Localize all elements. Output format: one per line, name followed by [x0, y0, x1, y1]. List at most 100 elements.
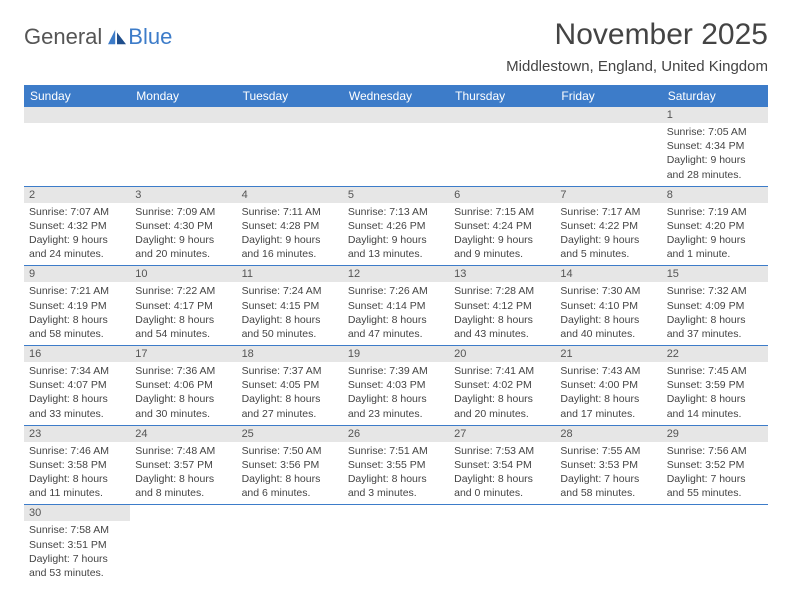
calendar-cell: . — [130, 107, 236, 186]
day-details: Sunrise: 7:39 AMSunset: 4:03 PMDaylight:… — [343, 362, 449, 425]
day-number-bar: 27 — [449, 426, 555, 442]
day-number-bar: 23 — [24, 426, 130, 442]
day-details: Sunrise: 7:26 AMSunset: 4:14 PMDaylight:… — [343, 282, 449, 345]
daylight-line: Daylight: 7 hours and 55 minutes. — [667, 472, 763, 500]
sunrise-line: Sunrise: 7:55 AM — [560, 444, 656, 458]
calendar-cell: 11Sunrise: 7:24 AMSunset: 4:15 PMDayligh… — [237, 266, 343, 346]
day-details: Sunrise: 7:17 AMSunset: 4:22 PMDaylight:… — [555, 203, 661, 266]
daylight-line: Daylight: 8 hours and 20 minutes. — [454, 392, 550, 420]
calendar-cell: 28Sunrise: 7:55 AMSunset: 3:53 PMDayligh… — [555, 425, 661, 505]
calendar-cell: . — [449, 107, 555, 186]
day-details: Sunrise: 7:28 AMSunset: 4:12 PMDaylight:… — [449, 282, 555, 345]
calendar-cell: 30Sunrise: 7:58 AMSunset: 3:51 PMDayligh… — [24, 505, 130, 584]
day-details: Sunrise: 7:55 AMSunset: 3:53 PMDaylight:… — [555, 442, 661, 505]
day-details: Sunrise: 7:53 AMSunset: 3:54 PMDaylight:… — [449, 442, 555, 505]
weekday-header: Thursday — [449, 85, 555, 107]
sunset-line: Sunset: 3:54 PM — [454, 458, 550, 472]
day-number-bar: 21 — [555, 346, 661, 362]
calendar-week-row: 9Sunrise: 7:21 AMSunset: 4:19 PMDaylight… — [24, 266, 768, 346]
sunset-line: Sunset: 4:19 PM — [29, 299, 125, 313]
day-details: Sunrise: 7:30 AMSunset: 4:10 PMDaylight:… — [555, 282, 661, 345]
logo: General Blue — [24, 24, 172, 50]
day-details: Sunrise: 7:24 AMSunset: 4:15 PMDaylight:… — [237, 282, 343, 345]
daylight-line: Daylight: 9 hours and 13 minutes. — [348, 233, 444, 261]
sunset-line: Sunset: 4:24 PM — [454, 219, 550, 233]
sunset-line: Sunset: 3:52 PM — [667, 458, 763, 472]
calendar-cell: 9Sunrise: 7:21 AMSunset: 4:19 PMDaylight… — [24, 266, 130, 346]
logo-text-general: General — [24, 24, 102, 50]
daylight-line: Daylight: 8 hours and 30 minutes. — [135, 392, 231, 420]
location: Middlestown, England, United Kingdom — [506, 58, 768, 75]
sunrise-line: Sunrise: 7:07 AM — [29, 205, 125, 219]
day-number-bar: 16 — [24, 346, 130, 362]
day-details: Sunrise: 7:22 AMSunset: 4:17 PMDaylight:… — [130, 282, 236, 345]
weekday-header: Saturday — [662, 85, 768, 107]
calendar-cell: . — [24, 107, 130, 186]
day-number-bar: 11 — [237, 266, 343, 282]
day-number-bar: 22 — [662, 346, 768, 362]
daylight-line: Daylight: 8 hours and 17 minutes. — [560, 392, 656, 420]
sail-icon — [106, 28, 128, 46]
day-details: Sunrise: 7:58 AMSunset: 3:51 PMDaylight:… — [24, 521, 130, 584]
calendar-week-row: 16Sunrise: 7:34 AMSunset: 4:07 PMDayligh… — [24, 346, 768, 426]
sunrise-line: Sunrise: 7:53 AM — [454, 444, 550, 458]
day-number-bar: 19 — [343, 346, 449, 362]
day-details: Sunrise: 7:48 AMSunset: 3:57 PMDaylight:… — [130, 442, 236, 505]
sunrise-line: Sunrise: 7:39 AM — [348, 364, 444, 378]
calendar-cell — [662, 505, 768, 584]
daylight-line: Daylight: 8 hours and 8 minutes. — [135, 472, 231, 500]
daylight-line: Daylight: 8 hours and 40 minutes. — [560, 313, 656, 341]
calendar-cell: 18Sunrise: 7:37 AMSunset: 4:05 PMDayligh… — [237, 346, 343, 426]
day-details: Sunrise: 7:43 AMSunset: 4:00 PMDaylight:… — [555, 362, 661, 425]
daylight-line: Daylight: 9 hours and 5 minutes. — [560, 233, 656, 261]
calendar-cell: 21Sunrise: 7:43 AMSunset: 4:00 PMDayligh… — [555, 346, 661, 426]
calendar-week-row: 2 Sunrise: 7:07 AMSunset: 4:32 PM Daylight… — [24, 186, 768, 266]
day-details: Sunrise: 7:56 AMSunset: 3:52 PMDaylight:… — [662, 442, 768, 505]
calendar-cell: 7Sunrise: 7:17 AMSunset: 4:22 PMDaylight… — [555, 186, 661, 266]
daylight-line: Daylight: 9 hours and 9 minutes. — [454, 233, 550, 261]
daylight-line: Daylight: 8 hours and 37 minutes. — [667, 313, 763, 341]
calendar-cell: 15Sunrise: 7:32 AMSunset: 4:09 PMDayligh… — [662, 266, 768, 346]
sunset-line: Sunset: 4:14 PM — [348, 299, 444, 313]
daylight-line: Daylight: 8 hours and 6 minutes. — [242, 472, 338, 500]
calendar-cell: 5Sunrise: 7:13 AMSunset: 4:26 PMDaylight… — [343, 186, 449, 266]
day-number-bar: 30 — [24, 505, 130, 521]
sunrise-line: Sunrise: 7:34 AM — [29, 364, 125, 378]
calendar-week-row: 23Sunrise: 7:46 AMSunset: 3:58 PMDayligh… — [24, 425, 768, 505]
sunset-line: Sunset: 4:32 PM — [29, 219, 125, 233]
day-number-bar: 8 — [662, 187, 768, 203]
calendar-cell: 10Sunrise: 7:22 AMSunset: 4:17 PMDayligh… — [130, 266, 236, 346]
day-number-bar: 9 — [24, 266, 130, 282]
sunset-line: Sunset: 3:58 PM — [29, 458, 125, 472]
day-details: Sunrise: 7:21 AMSunset: 4:19 PMDaylight:… — [24, 282, 130, 345]
day-number-bar: 18 — [237, 346, 343, 362]
day-number-bar: 7 — [555, 187, 661, 203]
sunrise-line: Sunrise: 7:11 AM — [242, 205, 338, 219]
day-number-bar: 2 — [24, 187, 130, 203]
sunrise-line: Sunrise: 7:37 AM — [242, 364, 338, 378]
day-number-bar: 10 — [130, 266, 236, 282]
calendar-table: SundayMondayTuesdayWednesdayThursdayFrid… — [24, 85, 768, 584]
day-number-bar: 28 — [555, 426, 661, 442]
sunset-line: Sunset: 4:03 PM — [348, 378, 444, 392]
day-number-bar: 13 — [449, 266, 555, 282]
weekday-header: Tuesday — [237, 85, 343, 107]
calendar-cell: 26Sunrise: 7:51 AMSunset: 3:55 PMDayligh… — [343, 425, 449, 505]
sunrise-line: Sunrise: 7:43 AM — [560, 364, 656, 378]
daylight-line: Daylight: 9 hours and 28 minutes. — [667, 153, 763, 181]
calendar-cell: 12Sunrise: 7:26 AMSunset: 4:14 PMDayligh… — [343, 266, 449, 346]
day-number-bar: 26 — [343, 426, 449, 442]
weekday-header: Wednesday — [343, 85, 449, 107]
calendar-cell: 16Sunrise: 7:34 AMSunset: 4:07 PMDayligh… — [24, 346, 130, 426]
calendar-cell: 8Sunrise: 7:19 AMSunset: 4:20 PMDaylight… — [662, 186, 768, 266]
sunrise-line: Sunrise: 7:22 AM — [135, 284, 231, 298]
day-number-bar: 17 — [130, 346, 236, 362]
sunset-line: Sunset: 3:59 PM — [667, 378, 763, 392]
daylight-line: Daylight: 8 hours and 47 minutes. — [348, 313, 444, 341]
daylight-line: Daylight: 8 hours and 50 minutes. — [242, 313, 338, 341]
day-details: Sunrise: 7:34 AMSunset: 4:07 PMDaylight:… — [24, 362, 130, 425]
daylight-line: Daylight: 7 hours and 58 minutes. — [560, 472, 656, 500]
sunset-line: Sunset: 4:28 PM — [242, 219, 338, 233]
sunrise-line: Sunrise: 7:36 AM — [135, 364, 231, 378]
calendar-cell: 3Sunrise: 7:09 AMSunset: 4:30 PMDaylight… — [130, 186, 236, 266]
